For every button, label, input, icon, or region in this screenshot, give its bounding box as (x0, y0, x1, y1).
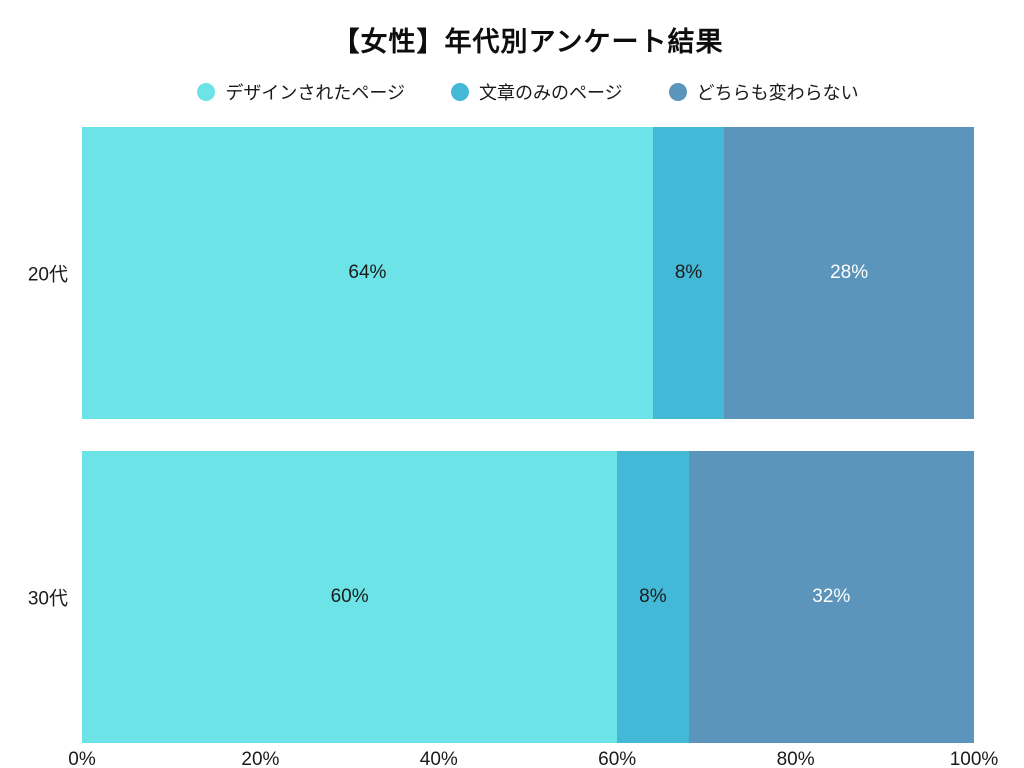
bar-segment-no-change: 32% (688, 451, 974, 743)
x-axis: 0% 20% 40% 60% 80% 100% (68, 747, 998, 768)
x-tick-80: 80% (776, 749, 815, 768)
x-tick-60: 60% (598, 749, 637, 768)
bar-segment-no-change: 28% (724, 127, 974, 419)
x-tick-0: 0% (68, 749, 96, 768)
legend-swatch-icon (451, 83, 469, 101)
value-label: 32% (812, 586, 851, 607)
category-label-20s: 20代 (27, 264, 68, 286)
legend-swatch-icon (197, 83, 216, 101)
legend-label: 文章のみのページ (479, 83, 623, 103)
value-label: 60% (330, 586, 369, 607)
value-label: 8% (674, 262, 703, 283)
survey-stacked-bar-chart: 【女性】年代別アンケート結果 デザインされたページ 文章のみのページ どちらも変… (0, 20, 1024, 768)
legend-item-designed-page: デザインされたページ (197, 79, 405, 105)
legend-label: デザインされたページ (225, 83, 405, 103)
value-label: 28% (830, 262, 869, 283)
stacked-bar-20s: 64% 8% 28% (82, 127, 974, 419)
x-tick-20: 20% (241, 749, 280, 768)
bar-segment-text-only-page: 8% (617, 451, 689, 743)
legend-label: どちらも変わらない (696, 83, 859, 103)
x-tick-100: 100% (949, 749, 999, 768)
legend-item-no-change: どちらも変わらない (668, 79, 859, 105)
bar-row-20s: 20代 64% 8% 28% (28, 127, 974, 419)
bar-segment-designed-page: 60% (82, 451, 618, 743)
stacked-bar-30s: 60% 8% 32% (82, 451, 974, 743)
value-label: 8% (639, 586, 667, 607)
chart-legend: デザインされたページ 文章のみのページ どちらも変わらない (82, 79, 974, 105)
value-label: 64% (348, 262, 387, 283)
bar-segment-designed-page: 64% (82, 127, 653, 419)
chart-title: 【女性】年代別アンケート結果 (332, 27, 724, 57)
legend-item-text-only-page: 文章のみのページ (451, 79, 623, 105)
bar-segment-text-only-page: 8% (652, 127, 725, 419)
x-tick-40: 40% (419, 749, 458, 768)
category-label-30s: 30代 (27, 588, 68, 610)
legend-swatch-icon (668, 83, 687, 101)
plot-area: 20代 64% 8% 28% 30代 60% 8% (28, 127, 998, 768)
bar-row-30s: 30代 60% 8% 32% (28, 451, 974, 743)
